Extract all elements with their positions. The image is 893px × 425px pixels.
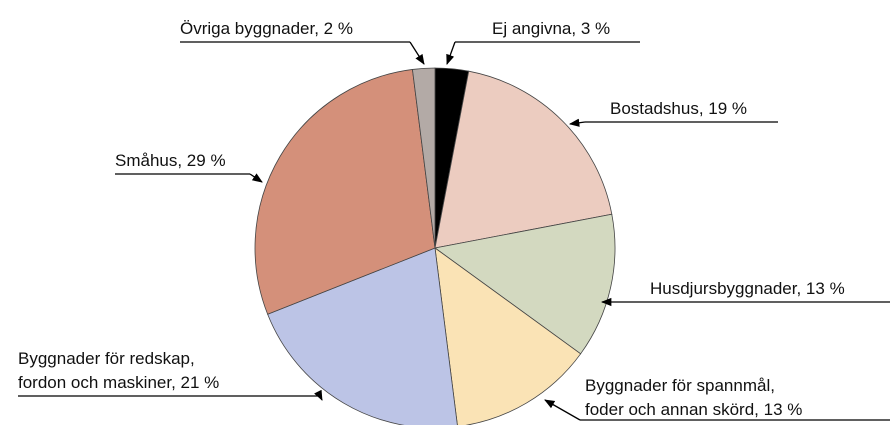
pie-slice — [434, 213, 616, 355]
label-arrow — [446, 41, 456, 65]
label-line: Småhus, 29 % — [115, 151, 226, 170]
label-line: Byggnader för redskap, — [18, 349, 195, 368]
label-arrow — [249, 173, 263, 183]
label-line: fordon och maskiner, 21 % — [18, 373, 219, 392]
slice-label: Byggnader för redskap, fordon och maskine… — [18, 349, 219, 392]
slice-label: Byggnader för spannmål, foder och annan s… — [585, 376, 802, 419]
pie-slice — [411, 67, 436, 249]
label-line: Bostadshus, 19 % — [610, 99, 747, 118]
pie-slice — [434, 70, 613, 249]
slice-label: Bostadshus, 19 % — [610, 99, 747, 118]
label-line: foder och annan skörd, 13 % — [585, 400, 802, 419]
label-line: Ej angivna, 3 % — [492, 19, 610, 38]
pie-slice — [254, 68, 436, 315]
slice-label: Småhus, 29 % — [115, 151, 226, 170]
pie-slice — [267, 247, 458, 425]
slice-label: Husdjursbyggnader, 13 % — [650, 279, 845, 298]
label-arrow — [544, 399, 581, 421]
label-line: Övriga byggnader, 2 % — [180, 19, 353, 38]
label-arrow — [314, 389, 323, 401]
label-line: Husdjursbyggnader, 13 % — [650, 279, 845, 298]
label-arrow — [409, 41, 425, 65]
slice-label: Ej angivna, 3 % — [492, 19, 610, 38]
label-arrow — [568, 118, 586, 127]
label-line: Byggnader för spannmål, — [585, 376, 775, 395]
slice-label: Övriga byggnader, 2 % — [180, 19, 353, 38]
